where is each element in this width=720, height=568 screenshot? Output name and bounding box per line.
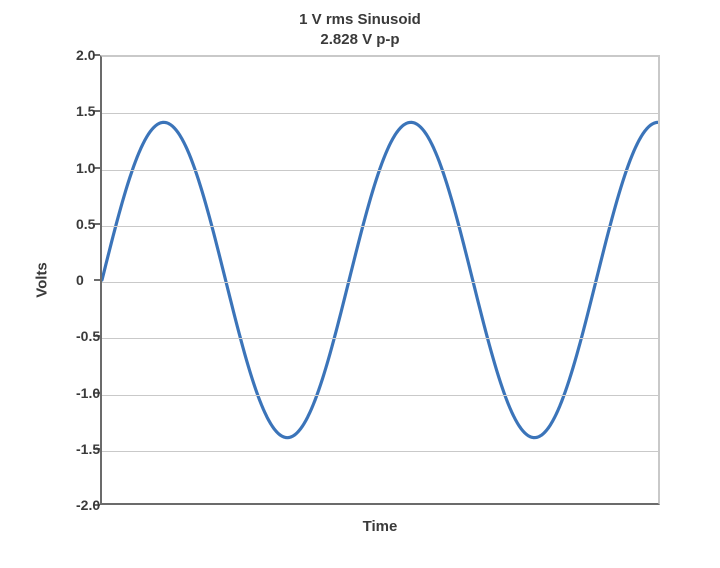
plot-wrap: Volts Time 2.01.51.00.50-0.5-1.0-1.5-2.0	[100, 55, 660, 505]
ytick-label: -1.0	[76, 385, 88, 401]
ytick-label: -2.0	[76, 497, 88, 513]
x-axis-label: Time	[363, 518, 398, 535]
y-axis-label: Volts	[34, 262, 51, 298]
ytick-label: 1.5	[76, 103, 88, 119]
gridline	[102, 395, 658, 396]
ytick-label: 1.0	[76, 160, 88, 176]
title-line-1: 1 V rms Sinusoid	[30, 10, 690, 30]
sinusoid-curve	[102, 57, 658, 503]
plot-area	[100, 55, 660, 505]
gridline	[102, 170, 658, 171]
gridline	[102, 282, 658, 283]
gridline	[102, 338, 658, 339]
ytick-label: 2.0	[76, 47, 88, 63]
gridline	[102, 113, 658, 114]
gridline	[102, 226, 658, 227]
chart-container: 1 V rms Sinusoid 2.828 V p-p Volts Time …	[30, 10, 690, 550]
ytick-label: -0.5	[76, 328, 88, 344]
ytick-mark	[94, 279, 100, 281]
ytick-label: 0.5	[76, 216, 88, 232]
chart-title: 1 V rms Sinusoid 2.828 V p-p	[30, 10, 690, 49]
ytick-label: 0	[76, 272, 88, 288]
gridline	[102, 451, 658, 452]
ytick-label: -1.5	[76, 441, 88, 457]
title-line-2: 2.828 V p-p	[30, 30, 690, 50]
